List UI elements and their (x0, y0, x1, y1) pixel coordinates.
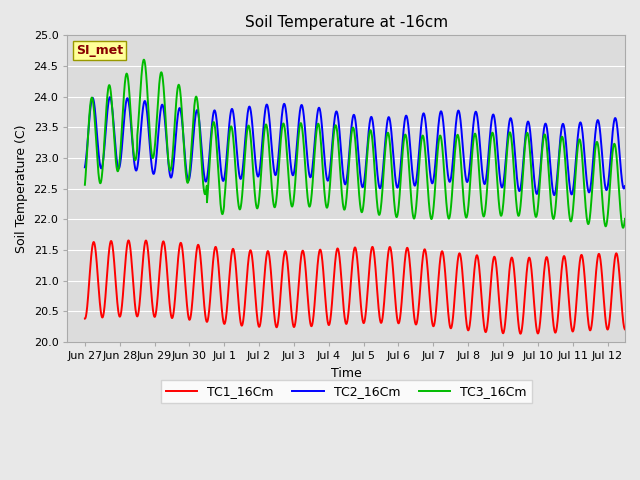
TC1_16Cm (175, 250, 182, 256)
TC3_16Cm (81, 182, 89, 188)
TC2_16Cm (81, 165, 89, 170)
X-axis label: Time: Time (331, 367, 362, 380)
TC2_16Cm (621, 183, 628, 189)
TC3_16Cm (288, 204, 296, 209)
TC1_16Cm (621, 326, 628, 332)
TC3_16Cm (621, 216, 628, 222)
TC3_16Cm (620, 225, 627, 231)
Legend: TC1_16Cm, TC2_16Cm, TC3_16Cm: TC1_16Cm, TC2_16Cm, TC3_16Cm (161, 380, 532, 403)
TC2_16Cm (143, 106, 150, 112)
TC3_16Cm (552, 195, 560, 201)
TC1_16Cm (81, 316, 89, 322)
TC3_16Cm (312, 138, 319, 144)
TC2_16Cm (550, 192, 558, 198)
Line: TC1_16Cm: TC1_16Cm (85, 240, 625, 334)
TC3_16Cm (611, 141, 618, 147)
TC1_16Cm (553, 326, 561, 332)
TC2_16Cm (611, 116, 618, 121)
TC1_16Cm (288, 316, 296, 322)
TC1_16Cm (143, 239, 150, 245)
Text: SI_met: SI_met (76, 44, 123, 57)
TC3_16Cm (143, 78, 150, 84)
TC3_16Cm (140, 57, 148, 62)
TC1_16Cm (611, 257, 618, 263)
TC2_16Cm (175, 107, 182, 113)
TC1_16Cm (125, 238, 132, 243)
Y-axis label: Soil Temperature (C): Soil Temperature (C) (15, 124, 28, 253)
TC1_16Cm (516, 331, 524, 336)
Line: TC3_16Cm: TC3_16Cm (85, 60, 625, 228)
TC2_16Cm (312, 129, 319, 134)
TC2_16Cm (106, 94, 114, 100)
TC3_16Cm (175, 82, 182, 88)
Title: Soil Temperature at -16cm: Soil Temperature at -16cm (244, 15, 448, 30)
Line: TC2_16Cm: TC2_16Cm (85, 97, 625, 195)
TC2_16Cm (553, 181, 561, 187)
TC1_16Cm (312, 288, 319, 294)
TC2_16Cm (288, 171, 296, 177)
